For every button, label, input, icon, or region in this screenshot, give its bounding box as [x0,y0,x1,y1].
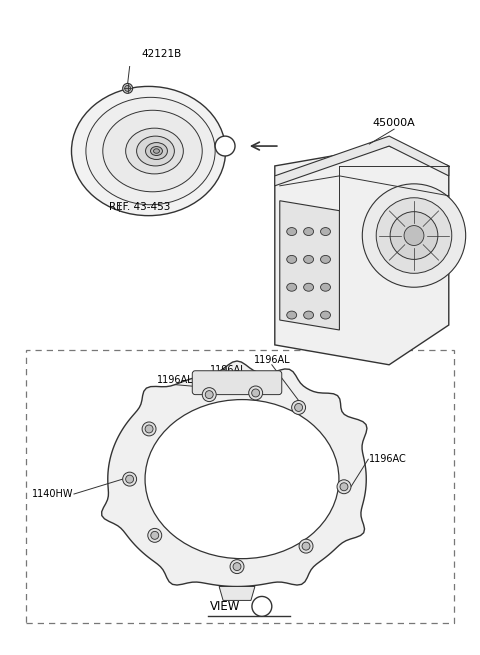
Circle shape [148,529,162,542]
Circle shape [123,472,137,486]
Circle shape [390,212,438,259]
Text: A: A [221,141,229,151]
Circle shape [233,563,241,571]
Ellipse shape [321,283,330,291]
Ellipse shape [287,283,297,291]
Text: A: A [258,601,266,611]
Ellipse shape [304,255,313,263]
Circle shape [404,225,424,246]
Circle shape [252,597,272,616]
Polygon shape [102,361,367,586]
Polygon shape [275,136,449,186]
Text: 1196AL: 1196AL [157,375,194,384]
Text: 42121B: 42121B [142,48,182,58]
Circle shape [302,542,310,550]
Ellipse shape [137,136,174,166]
Circle shape [123,83,132,94]
Ellipse shape [151,147,162,155]
Circle shape [249,386,263,400]
Polygon shape [280,200,339,330]
Circle shape [126,475,133,483]
Ellipse shape [103,110,202,192]
Circle shape [376,198,452,273]
Circle shape [340,483,348,491]
Ellipse shape [304,283,313,291]
FancyBboxPatch shape [26,350,454,624]
Ellipse shape [321,311,330,319]
Circle shape [337,479,351,494]
Text: 1196AC: 1196AC [369,454,407,464]
Ellipse shape [154,149,159,153]
Text: 1196AL: 1196AL [253,355,290,365]
Polygon shape [219,586,255,601]
Circle shape [362,184,466,288]
Ellipse shape [126,128,183,174]
Ellipse shape [86,98,215,205]
Ellipse shape [72,86,226,215]
Polygon shape [275,146,449,365]
Ellipse shape [321,255,330,263]
Ellipse shape [287,311,297,319]
Ellipse shape [321,227,330,236]
Ellipse shape [304,311,313,319]
Circle shape [151,531,159,539]
Circle shape [230,559,244,574]
Ellipse shape [304,227,313,236]
Ellipse shape [287,227,297,236]
Circle shape [295,403,302,411]
Circle shape [292,400,306,415]
Circle shape [125,85,131,92]
Circle shape [145,425,153,433]
Ellipse shape [145,143,168,159]
Circle shape [142,422,156,436]
FancyBboxPatch shape [192,371,282,394]
Text: REF. 43-453: REF. 43-453 [109,202,170,212]
Ellipse shape [287,255,297,263]
Circle shape [299,539,313,553]
Text: 1140HW: 1140HW [32,489,73,499]
Text: VIEW: VIEW [210,600,240,613]
Circle shape [215,136,235,156]
Ellipse shape [145,400,339,559]
Text: 1196AL: 1196AL [210,365,246,375]
Circle shape [202,388,216,402]
Circle shape [252,389,260,397]
Text: 45000A: 45000A [373,118,416,128]
Circle shape [205,390,213,399]
